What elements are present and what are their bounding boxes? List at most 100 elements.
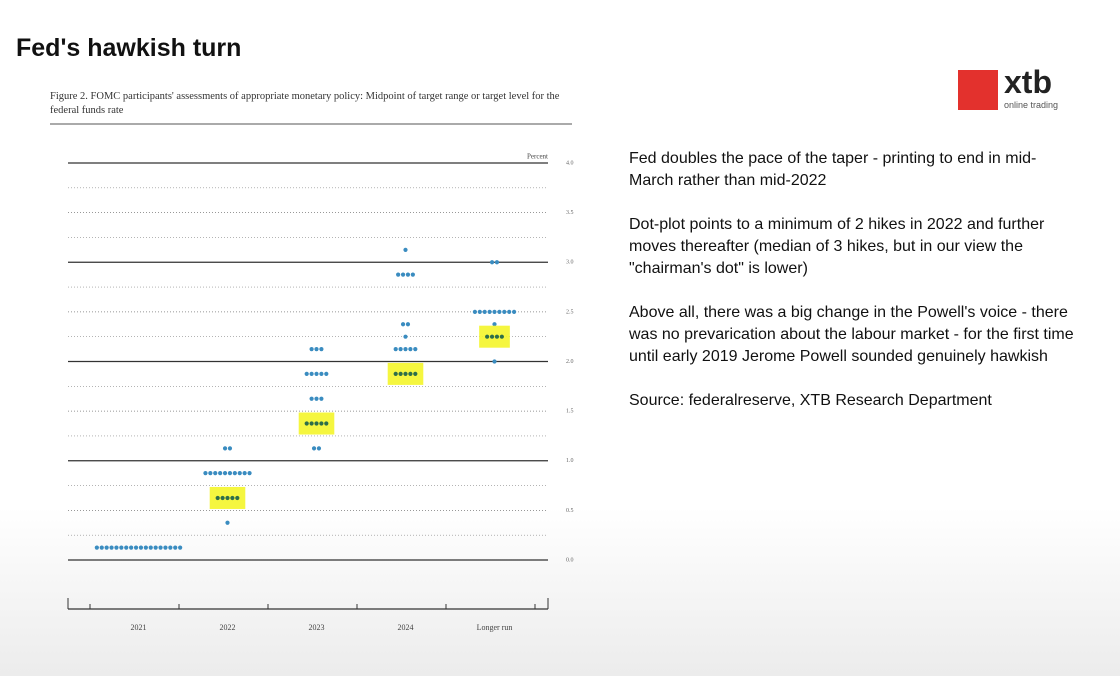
dot	[316, 446, 322, 451]
dot	[309, 371, 314, 377]
y-tick-label: 3.0	[566, 260, 574, 266]
dot	[213, 471, 218, 476]
dot	[502, 309, 507, 314]
dot	[314, 371, 319, 377]
y-tick-label: 1.5	[566, 409, 574, 415]
dot	[511, 309, 517, 314]
paragraph: Dot-plot points to a minimum of 2 hikes …	[629, 216, 1045, 277]
dot	[398, 371, 403, 377]
dot	[220, 495, 225, 501]
dot	[413, 346, 418, 352]
dot	[489, 334, 495, 339]
dot	[133, 545, 139, 550]
dot	[222, 471, 228, 476]
dot	[104, 545, 109, 550]
dot	[405, 322, 411, 327]
dot	[304, 371, 309, 377]
paragraph: Above all, there was a big change in the…	[629, 304, 1074, 365]
dot	[138, 545, 144, 550]
dot	[215, 495, 220, 501]
dot	[319, 346, 324, 352]
dot	[99, 545, 104, 550]
dot	[168, 545, 173, 550]
dot	[314, 421, 319, 426]
dot	[408, 371, 413, 377]
x-tick-label: Longer run	[477, 623, 513, 632]
dot	[230, 495, 235, 501]
dot	[203, 471, 208, 476]
dot	[400, 322, 406, 327]
dot	[94, 545, 99, 550]
dot	[124, 545, 129, 550]
dot	[403, 371, 408, 377]
dot	[309, 346, 314, 352]
figure-caption-box: Figure 2. FOMC participants' assessments…	[50, 91, 560, 116]
dot	[227, 446, 233, 451]
dot	[109, 545, 114, 550]
dot	[148, 545, 153, 550]
dot	[477, 309, 482, 314]
dot	[408, 346, 413, 352]
commentary: Fed doubles the pace of the taper - prin…	[629, 148, 1079, 434]
dot	[497, 309, 502, 314]
dot	[227, 471, 233, 476]
dot	[242, 471, 247, 476]
dot	[324, 371, 329, 377]
dot	[208, 471, 213, 476]
dot	[232, 471, 237, 476]
median-highlight	[479, 325, 510, 348]
dot	[173, 545, 178, 550]
dot	[119, 545, 124, 550]
dot	[489, 260, 495, 265]
dot	[492, 309, 497, 314]
dot	[482, 309, 487, 314]
y-tick-label: 4.0	[566, 160, 574, 166]
dot	[324, 421, 329, 426]
dot	[143, 545, 148, 550]
dot	[163, 545, 168, 550]
dot	[225, 495, 230, 501]
x-tick-label: 2021	[131, 623, 147, 632]
dot	[487, 309, 492, 314]
figure-caption: Figure 2. FOMC participants' assessments…	[50, 91, 560, 116]
dot	[309, 396, 314, 401]
dot	[314, 346, 319, 352]
dot	[396, 272, 401, 277]
slide-title: Fed's hawkish turn	[16, 34, 242, 62]
logo: xtb online trading	[958, 64, 1068, 114]
dot	[492, 359, 497, 364]
dot	[309, 421, 314, 426]
y-axis-label: Percent	[527, 153, 548, 161]
y-tick-label: 2.0	[566, 359, 574, 365]
dot	[393, 371, 398, 377]
dot	[403, 346, 408, 352]
dot	[314, 396, 319, 401]
dot	[398, 346, 403, 352]
y-tick-label: 0.0	[566, 557, 574, 563]
dot	[403, 247, 408, 252]
dot	[413, 371, 418, 377]
dot	[319, 371, 324, 377]
logo-text: xtb	[1004, 64, 1052, 100]
x-tick-label: 2023	[309, 623, 325, 632]
dot	[153, 545, 158, 550]
dot	[494, 260, 500, 265]
y-tick-label: 0.5	[566, 508, 574, 514]
paragraph: Source: federalreserve, XTB Research Dep…	[629, 392, 992, 409]
dot	[472, 309, 477, 314]
dot	[405, 272, 411, 277]
dot	[499, 334, 504, 339]
dot	[222, 446, 228, 451]
dot	[225, 520, 230, 525]
dot	[393, 346, 398, 352]
dot	[319, 421, 324, 426]
paragraph: Fed doubles the pace of the taper - prin…	[629, 150, 1037, 189]
dot	[235, 495, 240, 501]
dot	[129, 545, 134, 550]
dot	[304, 421, 309, 426]
chart: Figure 2. FOMC participants' assessments…	[50, 91, 574, 632]
dot	[410, 272, 415, 277]
dot	[178, 545, 183, 550]
dot	[237, 471, 242, 476]
